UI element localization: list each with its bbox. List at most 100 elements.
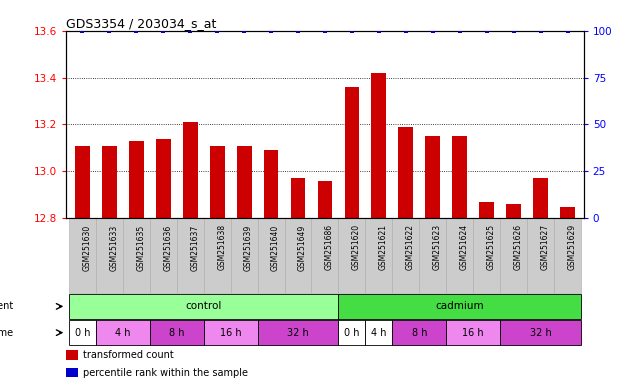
Text: control: control xyxy=(186,301,222,311)
Bar xyxy=(257,218,285,293)
Bar xyxy=(156,139,170,218)
Bar xyxy=(338,320,365,345)
Text: GSM251640: GSM251640 xyxy=(271,224,280,270)
Bar xyxy=(554,218,581,293)
Text: GSM251623: GSM251623 xyxy=(433,224,442,270)
Text: GSM251686: GSM251686 xyxy=(325,224,334,270)
Bar xyxy=(183,122,198,218)
Point xyxy=(104,28,114,34)
Text: GSM251638: GSM251638 xyxy=(217,224,226,270)
Text: GSM251624: GSM251624 xyxy=(460,224,469,270)
Text: GSM251622: GSM251622 xyxy=(406,224,415,270)
Bar xyxy=(425,136,440,218)
Text: time: time xyxy=(0,328,13,338)
Bar xyxy=(177,218,204,293)
Bar xyxy=(102,146,117,218)
Text: GSM251630: GSM251630 xyxy=(83,224,91,270)
Bar xyxy=(506,204,521,218)
Text: GSM251627: GSM251627 xyxy=(541,224,550,270)
Bar xyxy=(527,218,554,293)
Bar xyxy=(231,218,257,293)
Text: 8 h: 8 h xyxy=(411,328,427,338)
Point xyxy=(239,28,249,34)
Bar xyxy=(209,146,225,218)
Bar xyxy=(338,218,365,293)
Point xyxy=(374,28,384,34)
Text: GDS3354 / 203034_s_at: GDS3354 / 203034_s_at xyxy=(66,17,216,30)
Text: 32 h: 32 h xyxy=(529,328,551,338)
Point xyxy=(131,28,141,34)
Point xyxy=(212,28,222,34)
Text: GSM251625: GSM251625 xyxy=(487,224,496,270)
Bar xyxy=(69,320,96,345)
Point xyxy=(293,28,303,34)
Bar xyxy=(365,320,392,345)
Bar xyxy=(96,320,150,345)
Bar xyxy=(398,127,413,218)
Text: 16 h: 16 h xyxy=(463,328,484,338)
Point xyxy=(401,28,411,34)
Bar xyxy=(237,146,252,218)
Bar xyxy=(257,320,338,345)
Bar xyxy=(480,202,494,218)
Bar xyxy=(560,207,575,218)
Bar xyxy=(500,218,527,293)
Bar xyxy=(123,218,150,293)
Bar xyxy=(129,141,144,218)
Text: agent: agent xyxy=(0,301,13,311)
Bar xyxy=(338,294,581,319)
Text: 4 h: 4 h xyxy=(115,328,131,338)
Text: GSM251633: GSM251633 xyxy=(109,224,119,270)
Text: GSM251637: GSM251637 xyxy=(190,224,199,270)
Bar xyxy=(66,368,78,377)
Point xyxy=(185,28,195,34)
Bar xyxy=(66,350,78,359)
Bar xyxy=(372,73,386,218)
Bar xyxy=(69,294,338,319)
Bar xyxy=(291,179,305,218)
Bar xyxy=(150,218,177,293)
Bar xyxy=(446,218,473,293)
Point xyxy=(428,28,438,34)
Bar xyxy=(446,320,500,345)
Bar xyxy=(312,218,338,293)
Bar xyxy=(473,218,500,293)
Text: percentile rank within the sample: percentile rank within the sample xyxy=(83,367,249,377)
Point xyxy=(347,28,357,34)
Bar xyxy=(392,218,419,293)
Point xyxy=(536,28,546,34)
Point xyxy=(320,28,330,34)
Bar xyxy=(69,218,96,293)
Text: cadmium: cadmium xyxy=(435,301,484,311)
Text: GSM251620: GSM251620 xyxy=(352,224,361,270)
Text: GSM251636: GSM251636 xyxy=(163,224,172,270)
Point xyxy=(455,28,465,34)
Bar xyxy=(392,320,446,345)
Point xyxy=(78,28,88,34)
Text: 16 h: 16 h xyxy=(220,328,242,338)
Bar xyxy=(419,218,446,293)
Bar xyxy=(204,320,257,345)
Bar xyxy=(96,218,123,293)
Bar xyxy=(533,179,548,218)
Text: transformed count: transformed count xyxy=(83,350,174,360)
Text: 0 h: 0 h xyxy=(344,328,360,338)
Text: 8 h: 8 h xyxy=(169,328,184,338)
Text: GSM251621: GSM251621 xyxy=(379,224,388,270)
Point xyxy=(158,28,168,34)
Text: GSM251626: GSM251626 xyxy=(514,224,522,270)
Text: 4 h: 4 h xyxy=(371,328,387,338)
Text: 0 h: 0 h xyxy=(74,328,90,338)
Bar xyxy=(75,146,90,218)
Text: 32 h: 32 h xyxy=(287,328,309,338)
Bar xyxy=(452,136,467,218)
Point xyxy=(481,28,492,34)
Bar xyxy=(285,218,312,293)
Point xyxy=(509,28,519,34)
Point xyxy=(562,28,572,34)
Bar xyxy=(204,218,231,293)
Bar xyxy=(264,150,278,218)
Bar xyxy=(365,218,392,293)
Bar xyxy=(500,320,581,345)
Bar xyxy=(150,320,204,345)
